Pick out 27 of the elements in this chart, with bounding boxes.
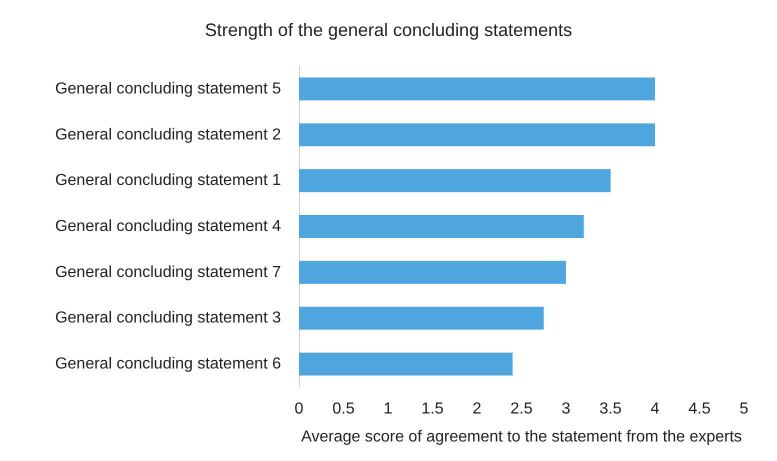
y-tick-label: General concluding statement 2 xyxy=(55,126,282,144)
x-tick-label: 0 xyxy=(294,400,304,418)
y-tick-label: General concluding statement 1 xyxy=(55,172,282,190)
x-tick-label: 4.5 xyxy=(688,400,711,418)
bar xyxy=(299,260,566,284)
x-tick-label: 3.5 xyxy=(599,400,622,418)
bar xyxy=(299,169,610,192)
chart-title: Strength of the general concluding statements xyxy=(204,20,572,40)
x-tick-label: 0.5 xyxy=(332,400,355,418)
x-tick-label: 1 xyxy=(384,400,393,418)
bar xyxy=(299,215,584,238)
x-tick-label: 3 xyxy=(562,400,571,418)
y-tick-label: General concluding statement 6 xyxy=(55,356,282,373)
bar xyxy=(299,77,655,100)
y-tick-label: General concluding statement 5 xyxy=(55,80,282,98)
x-tick-label: 2.5 xyxy=(510,400,533,418)
bar xyxy=(299,306,544,330)
bar xyxy=(299,123,655,146)
bar xyxy=(299,352,513,376)
y-tick-label: General concluding statement 3 xyxy=(55,310,282,327)
y-tick-label: General concluding statement 7 xyxy=(55,264,282,281)
x-tick-label: 4 xyxy=(650,400,660,418)
x-tick-label: 2 xyxy=(472,400,482,418)
x-axis-title: Average score of agreement to the statement from the experts xyxy=(301,428,742,446)
x-tick-label: 1.5 xyxy=(421,400,444,418)
x-tick-label: 5 xyxy=(740,400,749,418)
y-tick-label: General concluding statement 4 xyxy=(55,218,282,235)
